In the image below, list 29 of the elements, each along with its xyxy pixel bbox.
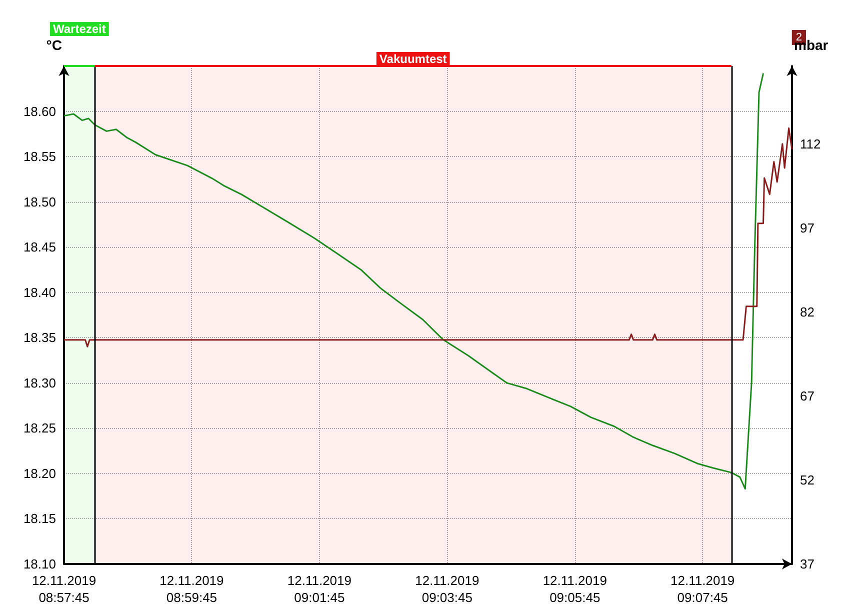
x-tick-label: 12.11.2019 09:07:45: [670, 573, 735, 605]
y-tick-label: 18.30: [23, 375, 56, 390]
text: 2: [796, 32, 802, 44]
x-tick-label: 12.11.2019 09:05:45: [542, 573, 607, 605]
y-tick-label: 18.25: [23, 420, 56, 436]
line-series: [63, 127, 793, 348]
x-tick-label: 12.11.2019 08:59:45: [160, 573, 224, 605]
y-tick-label: 18.60: [23, 104, 56, 119]
y-tick-label: 18.20: [23, 466, 56, 481]
y2-tick-label: 97: [800, 220, 814, 236]
line-series: [63, 72, 764, 490]
y-tick-label: 18.15: [23, 511, 56, 526]
x-tick-label: 12.11.2019 09:01:45: [287, 573, 352, 605]
y-tick-label: 18.40: [23, 284, 56, 300]
y-tick-label: 18.35: [23, 330, 56, 346]
x-tick-label: 12.11.2019 08:57:45: [32, 573, 96, 605]
y-tick-label: 18.45: [23, 240, 56, 255]
y-tick-label: 18.10: [23, 556, 56, 572]
y2-tick-label: 37: [800, 556, 814, 572]
y2-tick-label: 82: [800, 304, 814, 320]
y-tick-label: 18.55: [23, 149, 56, 164]
y-axis-title: °C: [46, 37, 62, 53]
y2-tick-label: 67: [800, 388, 814, 404]
band-label: Vakuumtest: [379, 52, 447, 66]
band-label: Wartezeit: [52, 22, 106, 36]
y-tick-label: 18.50: [23, 194, 56, 210]
x-tick-label: 12.11.2019 09:03:45: [415, 573, 480, 605]
y2-tick-label: 52: [800, 472, 814, 488]
y2-tick-label: 112: [800, 136, 821, 152]
